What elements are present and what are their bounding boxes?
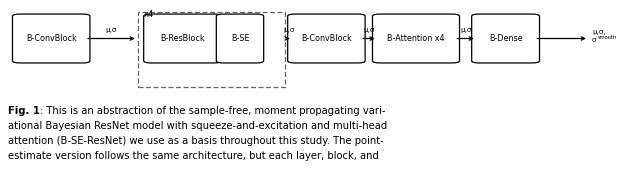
Text: : This is an abstraction of the sample-free, moment propagating vari-: : This is an abstraction of the sample-f…: [40, 106, 385, 116]
Text: estimate version follows the same architecture, but each layer, block, and: estimate version follows the same archit…: [8, 151, 378, 161]
Text: μ,σ,: μ,σ,: [592, 29, 605, 35]
Text: μ,σ: μ,σ: [106, 27, 117, 32]
Text: B-Dense: B-Dense: [489, 34, 522, 43]
FancyBboxPatch shape: [472, 14, 540, 63]
Text: B-ResBlock: B-ResBlock: [160, 34, 205, 43]
Text: x4: x4: [144, 10, 154, 19]
Text: μ,σ: μ,σ: [364, 27, 374, 32]
Text: B-Attention x4: B-Attention x4: [387, 34, 445, 43]
FancyBboxPatch shape: [288, 14, 365, 63]
Text: attention (B-SE-ResNet) we use as a basis throughout this study. The point-: attention (B-SE-ResNet) we use as a basi…: [8, 136, 383, 146]
Text: B-ConvBlock: B-ConvBlock: [301, 34, 352, 43]
Text: ational Bayesian ResNet model with squeeze-and-excitation and multi-head: ational Bayesian ResNet model with squee…: [8, 121, 387, 131]
Text: B-ConvBlock: B-ConvBlock: [26, 34, 77, 43]
Text: smooth: smooth: [598, 35, 617, 40]
Text: B-SE: B-SE: [231, 34, 249, 43]
FancyBboxPatch shape: [372, 14, 460, 63]
Text: σ: σ: [592, 37, 596, 43]
Text: Fig. 1: Fig. 1: [8, 106, 40, 116]
FancyBboxPatch shape: [216, 14, 264, 63]
Text: μ,σ: μ,σ: [460, 27, 471, 32]
FancyBboxPatch shape: [13, 14, 90, 63]
FancyBboxPatch shape: [143, 14, 221, 63]
Text: μ,σ: μ,σ: [283, 27, 294, 32]
